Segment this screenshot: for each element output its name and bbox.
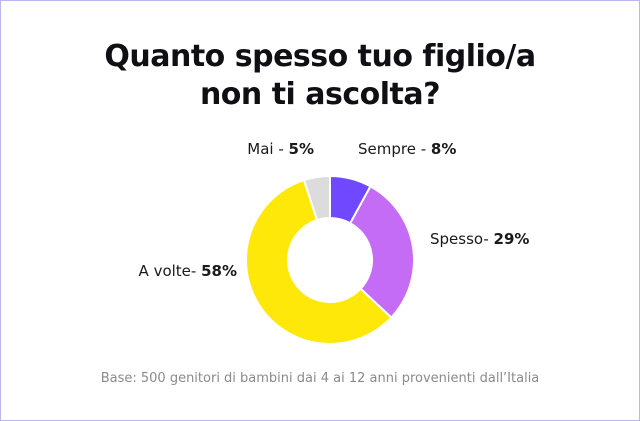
slice-spesso	[348, 185, 415, 319]
label-mai-name: Mai -	[247, 140, 288, 158]
label-spesso: Spesso- 29%	[430, 230, 529, 248]
title-line-1: Quanto spesso tuo figlio/a	[104, 39, 536, 74]
label-a-volte: A volte- 58%	[139, 262, 237, 280]
label-spesso-value: 29%	[494, 230, 530, 248]
label-sempre: Sempre - 8%	[358, 140, 456, 158]
label-a-volte-name: A volte-	[139, 262, 202, 280]
label-sempre-value: 8%	[431, 140, 456, 158]
base-note: Base: 500 genitori di bambini dai 4 ai 1…	[100, 371, 540, 386]
slice-a-volte	[245, 178, 393, 345]
label-mai-value: 5%	[289, 140, 314, 158]
label-spesso-name: Spesso-	[430, 230, 494, 248]
slice-labels: Sempre - 8% Spesso- 29% A volte- 58% Mai…	[139, 140, 530, 280]
title-line-2: non ti ascolta?	[199, 77, 441, 112]
label-mai: Mai - 5%	[247, 140, 314, 158]
chart-title: Quanto spesso tuo figlio/a non ti ascolt…	[0, 38, 640, 114]
donut-slices	[245, 174, 415, 345]
label-sempre-name: Sempre -	[358, 140, 431, 158]
label-a-volte-value: 58%	[201, 262, 237, 280]
slice-mai	[302, 174, 331, 222]
